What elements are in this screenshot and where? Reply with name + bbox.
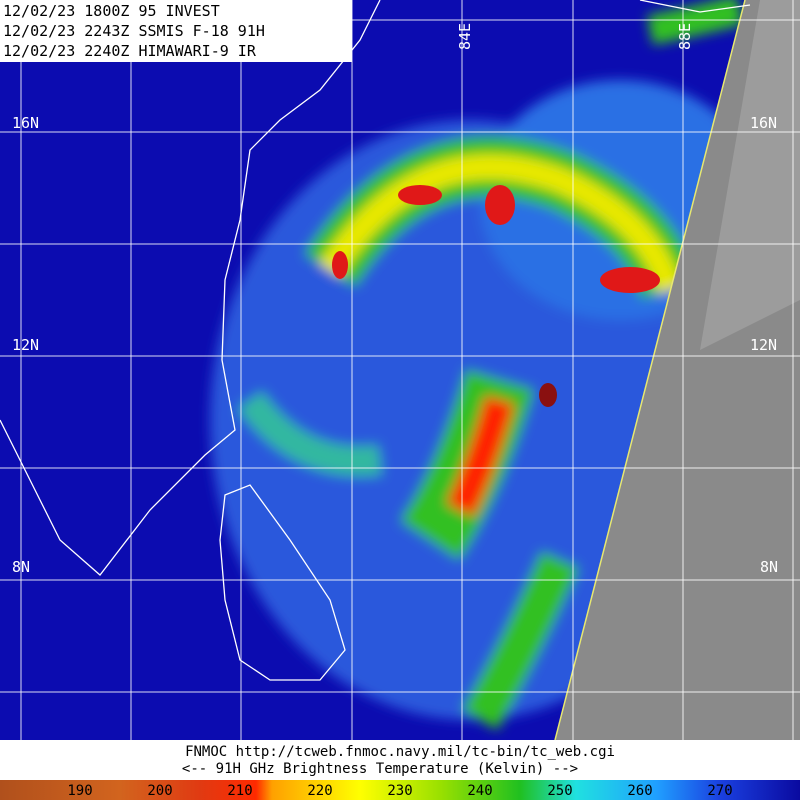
lon-label: 88E <box>676 23 694 50</box>
footer-source: FNMOC http://tcweb.fnmoc.navy.mil/tc-bin… <box>185 744 615 760</box>
colorbar-label: 240 <box>467 783 492 799</box>
imagery <box>0 0 800 741</box>
colorbar-label: 230 <box>387 783 412 799</box>
colorbar-label: 210 <box>227 783 252 799</box>
lat-label: 12N <box>750 336 777 354</box>
lat-label: 16N <box>12 114 39 132</box>
lat-label: 8N <box>760 558 778 576</box>
colorbar-label: 190 <box>67 783 92 799</box>
lat-label: 12N <box>12 336 39 354</box>
lat-label: 16N <box>750 114 777 132</box>
header-line: 12/02/23 2240Z HIMAWARI-9 IR <box>3 42 257 60</box>
colorbar-label: 200 <box>147 783 172 799</box>
header-line: 12/02/23 2243Z SSMIS F-18 91H <box>3 22 265 40</box>
header-box: 12/02/23 1800Z 95 INVEST 12/02/23 2243Z … <box>0 0 352 62</box>
colorbar-label: 220 <box>307 783 332 799</box>
colorbar-label: 260 <box>627 783 652 799</box>
footer-caption: <-- 91H GHz Brightness Temperature (Kelv… <box>182 761 578 777</box>
colorbar-label: 250 <box>547 783 572 799</box>
header-line: 12/02/23 1800Z 95 INVEST <box>3 2 220 20</box>
colorbar-label: 270 <box>707 783 732 799</box>
colorbar-labels: 190 200 210 220 230 240 250 260 270 <box>67 783 732 799</box>
colorbar <box>0 780 800 800</box>
lon-label: 84E <box>456 23 474 50</box>
lat-label: 8N <box>12 558 30 576</box>
